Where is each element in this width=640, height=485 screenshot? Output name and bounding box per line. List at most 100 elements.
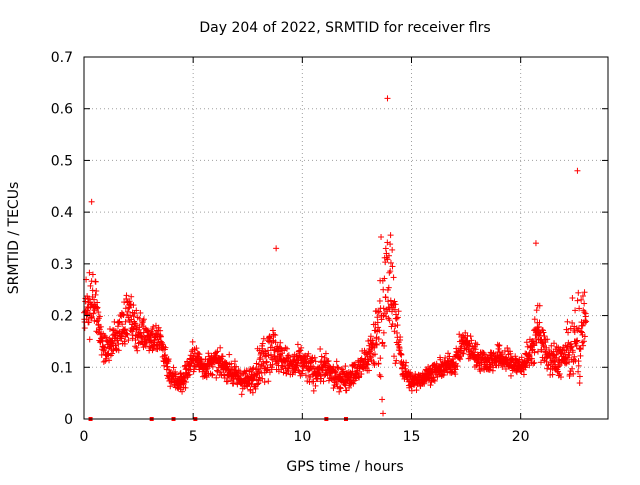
data-point: [334, 383, 341, 390]
data-point: [545, 362, 552, 369]
data-point: [431, 377, 438, 384]
data-point: [382, 294, 389, 301]
data-point: [385, 252, 392, 259]
data-point: [299, 367, 306, 374]
data-point: [380, 329, 387, 336]
data-point: [87, 282, 94, 289]
data-point: [579, 293, 586, 300]
data-point: [149, 342, 156, 349]
data-point: [102, 344, 109, 351]
data-point: [259, 375, 266, 382]
data-point: [393, 315, 400, 322]
data-point: [577, 352, 584, 359]
data-point: [381, 275, 388, 282]
data-point: [272, 332, 279, 339]
data-point: [238, 391, 245, 398]
data-point: [382, 245, 389, 252]
data-point: [496, 342, 503, 349]
data-point: [565, 329, 572, 336]
data-point: [460, 350, 467, 357]
data-point: [467, 333, 474, 340]
data-point: [566, 371, 573, 378]
data-point: [260, 335, 267, 342]
data-point: [121, 327, 128, 334]
data-point: [112, 342, 119, 349]
y-tick-label: 0.1: [51, 360, 73, 376]
data-point: [520, 371, 527, 378]
data-point: [283, 345, 290, 352]
data-point: [373, 341, 380, 348]
data-point: [213, 374, 220, 381]
data-point: [162, 344, 169, 351]
data-point: [523, 339, 530, 346]
data-point: [393, 311, 400, 318]
data-point: [380, 410, 387, 417]
data-point: [209, 363, 216, 370]
data-point: [231, 358, 238, 365]
y-tick-label: 0.7: [51, 50, 73, 66]
data-point: [330, 385, 337, 392]
data-point: [430, 376, 437, 383]
data-point: [507, 350, 514, 357]
data-point: [557, 374, 564, 381]
data-point: [495, 342, 502, 349]
data-point: [164, 357, 171, 364]
data-point: [529, 337, 536, 344]
data-point: [381, 342, 388, 349]
data-point: [365, 358, 372, 365]
data-point: [575, 289, 582, 296]
data-point: [576, 373, 583, 380]
data-point: [579, 322, 586, 329]
data-point: [367, 350, 374, 357]
data-point: [312, 358, 319, 365]
data-point: [573, 342, 580, 349]
y-tick-label: 0.2: [51, 309, 73, 325]
data-point: [477, 368, 484, 375]
data-point: [294, 341, 301, 348]
data-point: [536, 302, 543, 309]
data-point: [577, 328, 584, 335]
data-point: [540, 329, 547, 336]
data-point: [568, 343, 575, 350]
data-point: [81, 325, 88, 332]
data-point: [529, 346, 536, 353]
data-point: [457, 356, 464, 363]
data-point: [532, 335, 539, 342]
data-point: [371, 361, 378, 368]
data-point: [574, 297, 581, 304]
data-point: [177, 370, 184, 377]
data-point: [377, 355, 384, 362]
data-point: [165, 356, 172, 363]
y-tick-label: 0.5: [51, 153, 73, 169]
data-point: [567, 325, 574, 332]
data-point: [548, 342, 555, 349]
data-point: [173, 371, 180, 378]
data-point: [531, 316, 538, 323]
data-point: [575, 368, 582, 375]
data-point: [261, 379, 268, 386]
points-layer: [81, 95, 590, 417]
data-point: [337, 384, 344, 391]
data-point: [375, 324, 382, 331]
peak-point: [384, 95, 391, 102]
data-point: [570, 370, 577, 377]
data-point: [320, 378, 327, 385]
data-point: [317, 345, 324, 352]
data-point: [389, 263, 396, 270]
data-point: [280, 369, 287, 376]
data-point: [403, 359, 410, 366]
y-tick-label: 0: [64, 412, 73, 428]
data-point: [391, 306, 398, 313]
data-point: [486, 366, 493, 373]
data-point: [277, 352, 284, 359]
data-point: [136, 324, 143, 331]
data-point: [259, 340, 266, 347]
data-point: [446, 353, 453, 360]
data-point: [144, 328, 151, 335]
data-point: [182, 379, 189, 386]
data-point: [387, 259, 394, 266]
data-point: [314, 376, 321, 383]
data-point: [531, 359, 538, 366]
data-point: [124, 308, 131, 315]
